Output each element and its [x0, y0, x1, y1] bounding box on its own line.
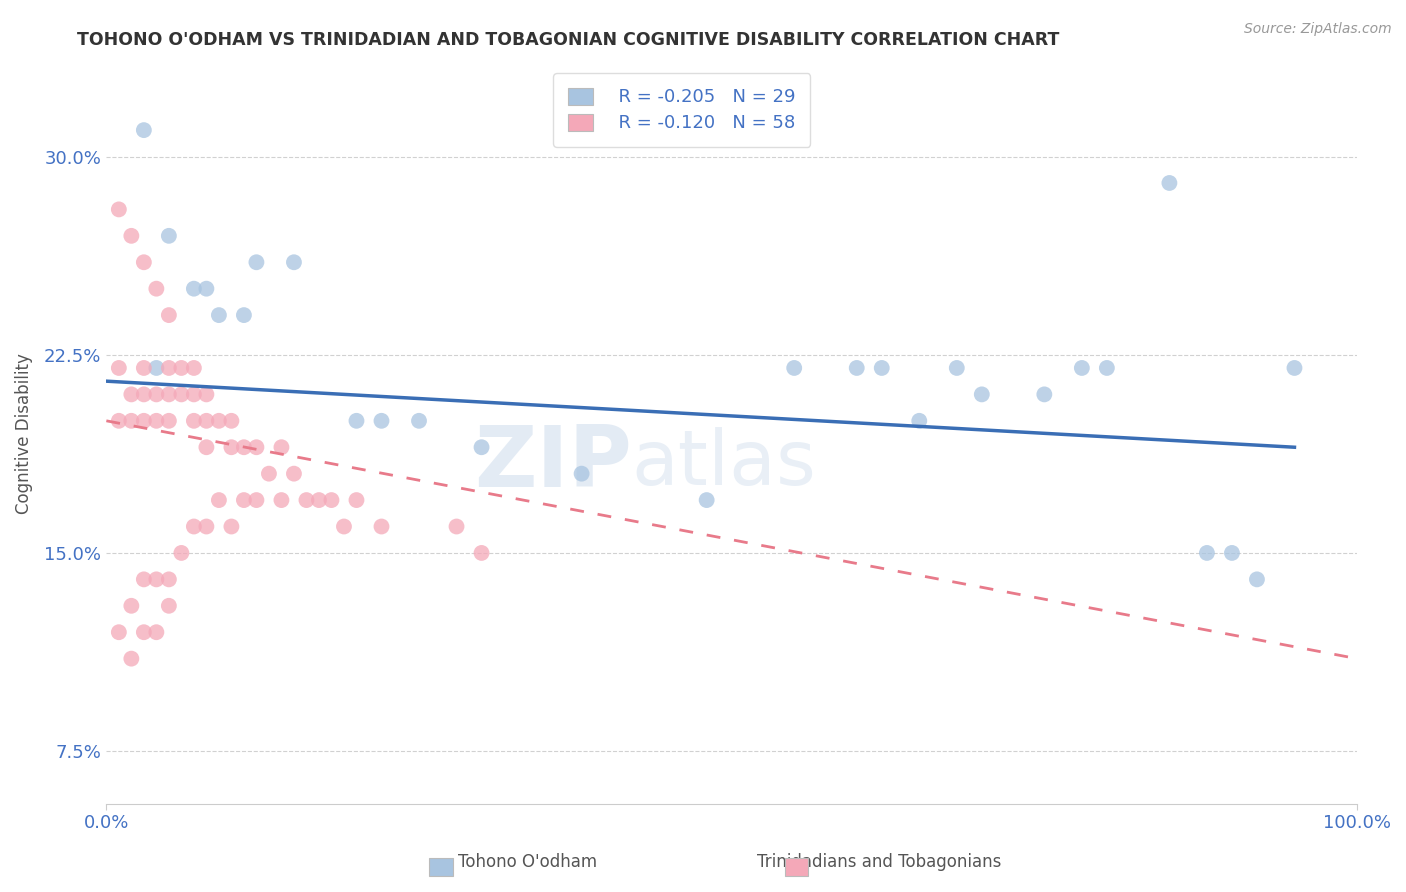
Point [245, 493, 267, 508]
Point [120, 599, 142, 613]
Point [470, 440, 492, 454]
Point [120, 387, 142, 401]
Point [245, 255, 267, 269]
Point [308, 493, 330, 508]
Point [183, 519, 205, 533]
Point [1095, 361, 1118, 376]
Point [408, 414, 430, 428]
Point [946, 361, 969, 376]
Point [183, 414, 205, 428]
Point [170, 361, 193, 376]
Point [370, 414, 392, 428]
Point [132, 414, 155, 428]
Point [245, 440, 267, 454]
Point [108, 202, 131, 217]
Y-axis label: Cognitive Disability: Cognitive Disability [15, 353, 32, 515]
Point [845, 361, 868, 376]
Point [157, 228, 180, 243]
Point [208, 414, 231, 428]
Point [446, 519, 468, 533]
Point [132, 387, 155, 401]
Point [283, 255, 305, 269]
Point [470, 546, 492, 560]
Point [195, 440, 218, 454]
Text: Tohono O'odham: Tohono O'odham [458, 853, 596, 871]
Point [183, 282, 205, 296]
Point [157, 361, 180, 376]
Point [157, 308, 180, 322]
Point [108, 414, 131, 428]
Point [1220, 546, 1243, 560]
Point [221, 440, 243, 454]
Point [145, 573, 167, 587]
Point [321, 493, 343, 508]
Point [157, 573, 180, 587]
Text: TOHONO O'ODHAM VS TRINIDADIAN AND TOBAGONIAN COGNITIVE DISABILITY CORRELATION CH: TOHONO O'ODHAM VS TRINIDADIAN AND TOBAGO… [77, 31, 1060, 49]
Point [195, 387, 218, 401]
Text: Trinidadians and Tobagonians: Trinidadians and Tobagonians [756, 853, 1001, 871]
Point [346, 493, 368, 508]
Point [195, 519, 218, 533]
Point [221, 414, 243, 428]
Point [295, 493, 318, 508]
Point [232, 440, 254, 454]
Point [208, 308, 231, 322]
Point [120, 651, 142, 665]
Point [145, 361, 167, 376]
Point [145, 414, 167, 428]
Text: Source: ZipAtlas.com: Source: ZipAtlas.com [1244, 22, 1392, 37]
Point [783, 361, 806, 376]
Point [108, 625, 131, 640]
Point [170, 546, 193, 560]
Point [183, 387, 205, 401]
Point [157, 414, 180, 428]
Point [1070, 361, 1092, 376]
Point [346, 414, 368, 428]
Point [696, 493, 718, 508]
Point [270, 493, 292, 508]
Point [970, 387, 993, 401]
Point [221, 519, 243, 533]
Point [370, 519, 392, 533]
Point [1159, 176, 1181, 190]
Point [157, 387, 180, 401]
Text: ZIP: ZIP [474, 422, 631, 505]
Text: atlas: atlas [631, 426, 817, 500]
Point [195, 282, 218, 296]
Point [1033, 387, 1056, 401]
Point [183, 361, 205, 376]
Point [132, 123, 155, 137]
Point [232, 308, 254, 322]
Point [333, 519, 356, 533]
Point [870, 361, 893, 376]
Point [1284, 361, 1306, 376]
Point [120, 228, 142, 243]
Point [132, 625, 155, 640]
Point [108, 361, 131, 376]
Point [257, 467, 280, 481]
Point [120, 414, 142, 428]
Point [132, 361, 155, 376]
Point [132, 573, 155, 587]
Point [195, 414, 218, 428]
Point [283, 467, 305, 481]
Point [145, 625, 167, 640]
Point [145, 387, 167, 401]
Point [170, 387, 193, 401]
Point [571, 467, 593, 481]
Point [157, 599, 180, 613]
Point [145, 282, 167, 296]
Point [232, 493, 254, 508]
Point [1195, 546, 1218, 560]
Point [1246, 573, 1268, 587]
Point [132, 255, 155, 269]
Point [270, 440, 292, 454]
Point [908, 414, 931, 428]
Point [208, 493, 231, 508]
Legend:   R = -0.205   N = 29,   R = -0.120   N = 58: R = -0.205 N = 29, R = -0.120 N = 58 [553, 73, 810, 147]
